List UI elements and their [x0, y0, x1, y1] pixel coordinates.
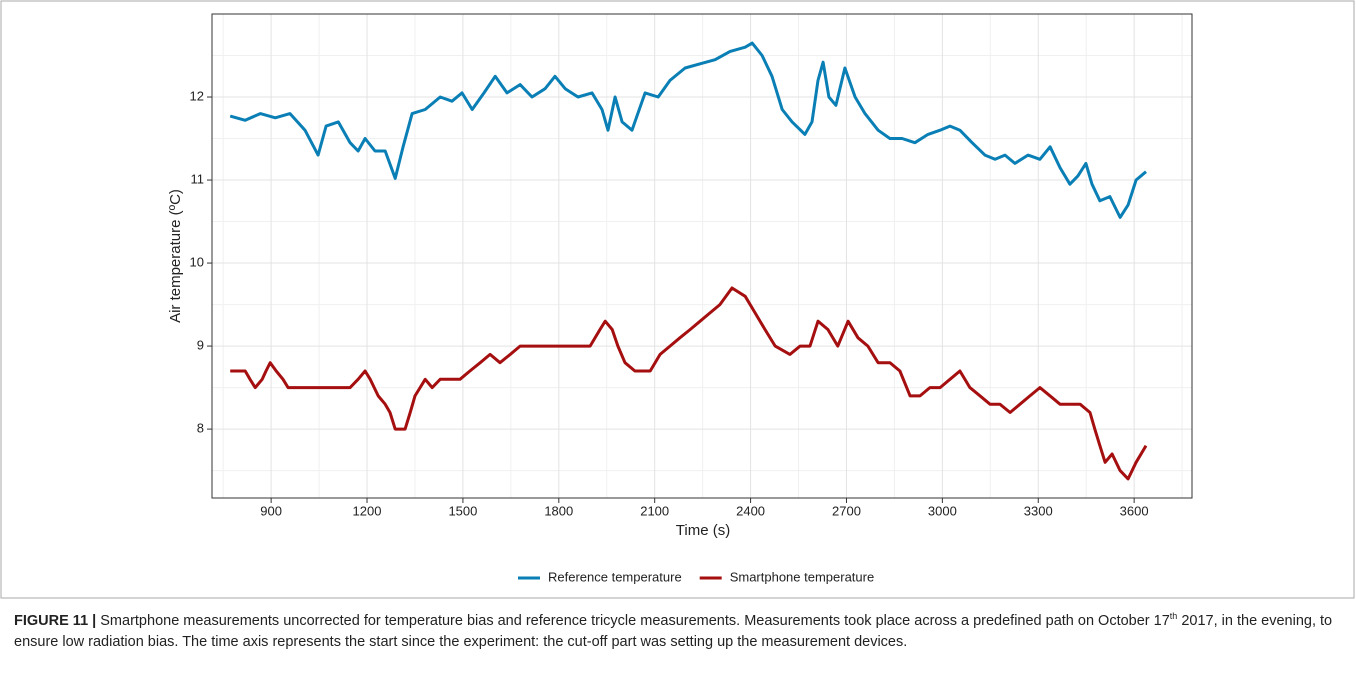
- x-tick-label: 1200: [353, 503, 382, 518]
- x-tick-label: 1800: [544, 503, 573, 518]
- chart: Time (s) Air temperature (ºC) 900 1200 150…: [0, 0, 1355, 599]
- y-tick-label: 8: [197, 421, 204, 436]
- caption-text: Smartphone measurements uncorrected for …: [100, 612, 1170, 629]
- figure-frame: [0, 0, 1355, 599]
- caption: FIGURE 11 | Smartphone measurements unco…: [14, 606, 1344, 653]
- caption-label: FIGURE 11 |: [14, 612, 97, 629]
- y-tick-label: 9: [197, 338, 204, 353]
- y-tick-label: 11: [191, 171, 205, 186]
- x-axis-label: Time (s): [676, 522, 730, 539]
- legend-label: Smartphone temperature: [730, 569, 875, 584]
- x-tick-label: 1500: [448, 503, 477, 518]
- plot-border: [211, 13, 1193, 499]
- data-line: [230, 286, 1148, 481]
- y-tick-label: 12: [190, 88, 204, 103]
- y-tick-label: 10: [190, 254, 204, 269]
- x-tick-label: 3300: [1024, 503, 1053, 518]
- x-tick-label: 2100: [640, 503, 669, 518]
- x-tick-label: 3000: [928, 503, 957, 518]
- x-tick-label: 2700: [832, 503, 861, 518]
- x-tick-label: 2400: [736, 503, 765, 518]
- x-tick-label: 900: [260, 503, 282, 518]
- data-line: [229, 41, 1147, 219]
- caption-text: 2017, in the evening, to ensure low radi…: [14, 612, 1333, 650]
- caption-superscript: th: [1169, 611, 1178, 621]
- legend-label: Reference temperature: [548, 569, 682, 584]
- x-tick-label: 3600: [1120, 503, 1149, 518]
- y-axis-label: Air temperature (ºC): [167, 189, 184, 323]
